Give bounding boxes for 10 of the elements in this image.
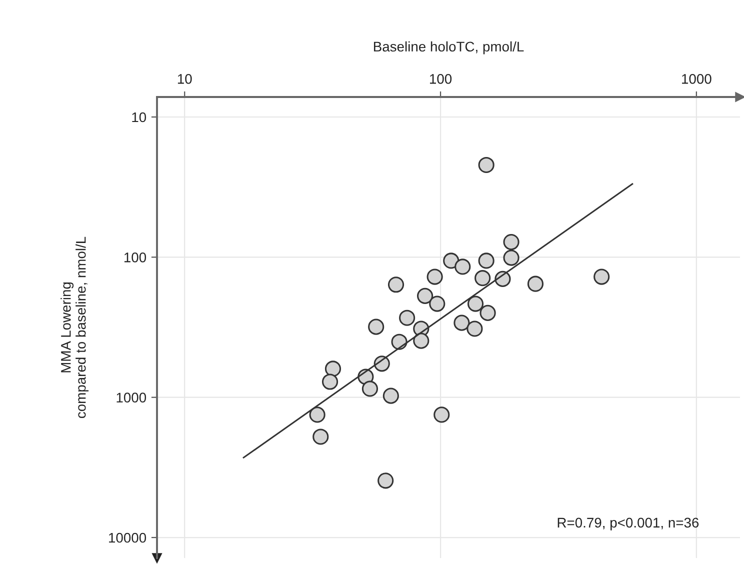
x-tick-label: 1000 [682,74,712,84]
y-tick-label: 10 [132,112,146,122]
y-tick-label: 100 [124,252,146,262]
x-tick-label: 100 [430,74,452,84]
x-tick-label: 10 [178,74,192,84]
y-tick-label: 10000 [109,532,146,543]
y-axis-title: MMA Lowering compared to baseline, nmol/L [60,236,89,418]
y-tick-label: 1000 [116,392,146,403]
x-axis-title: Baseline holoTC, pmol/L [374,41,524,54]
annotation: R=0.79, p<0.001, n=36 [558,518,699,530]
